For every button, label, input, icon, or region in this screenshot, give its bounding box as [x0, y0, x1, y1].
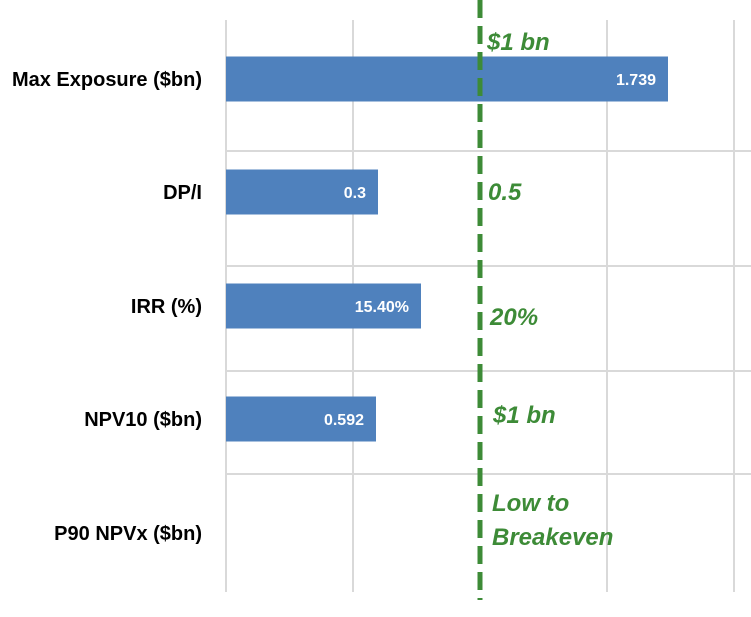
category-label: P90 NPVx ($bn) [54, 523, 202, 545]
category-label: Max Exposure ($bn) [12, 69, 202, 91]
bar [226, 283, 421, 329]
bar [226, 56, 668, 102]
target-line-label: $1 bn [486, 29, 550, 56]
target-label: $1 bn [492, 402, 556, 429]
category-label: NPV10 ($bn) [84, 409, 202, 431]
bar [226, 396, 376, 442]
target-line-group: $1 bn [477, 0, 550, 600]
target-label: 0.5 [488, 179, 522, 206]
bar [226, 169, 378, 215]
category-label: DP/I [163, 182, 202, 204]
bar-value-label: 15.40% [355, 299, 409, 316]
target-label: Low to [492, 490, 569, 517]
bar-value-label: 0.3 [344, 185, 366, 202]
target-label: Breakeven [492, 524, 613, 551]
bar-value-label: 1.739 [616, 72, 656, 89]
grid [225, 20, 751, 592]
bars: 1.739 0.3 15.40% 0.592 [226, 56, 668, 442]
category-label: IRR (%) [131, 296, 202, 318]
category-labels: Max Exposure ($bn) DP/I IRR (%) NPV10 ($bn)… [12, 69, 202, 545]
target-labels: 0.5 20% $1 bn Low to Breakeven [488, 179, 613, 551]
target-label: 20% [489, 304, 538, 331]
bar-value-label: 0.592 [324, 412, 364, 429]
